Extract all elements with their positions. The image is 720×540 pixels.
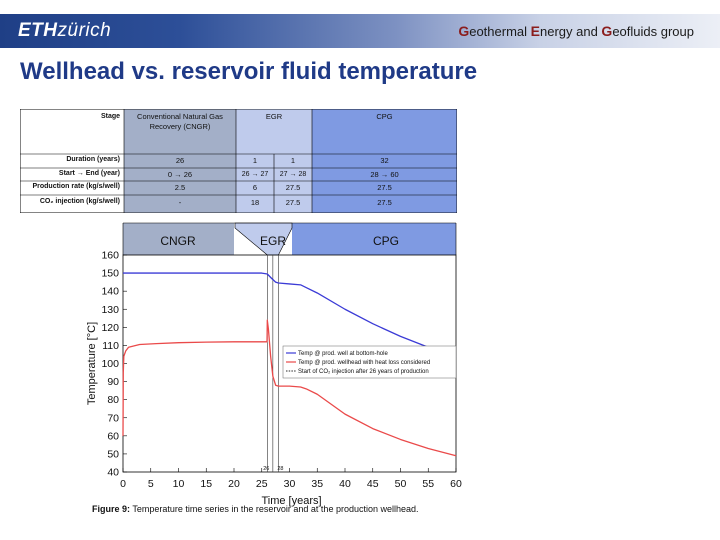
header-bar: ETHzürich Geothermal Energy and Geofluid… (0, 14, 720, 48)
x-tick-label: 30 (284, 478, 296, 490)
x-tick-label: 0 (120, 478, 126, 490)
cell-co2-cngr: - (178, 198, 182, 207)
y-tick-label: 70 (107, 412, 119, 424)
y-tick-label: 40 (107, 467, 119, 479)
cell-production-cngr: 2.5 (174, 183, 186, 192)
y-tick-label: 100 (101, 358, 119, 370)
banner-egr-label: EGR (260, 234, 286, 248)
y-tick-label: 110 (102, 340, 119, 352)
row-label-co2: CO₂ injection (kg/s/well) (39, 198, 120, 205)
chart-series (122, 272, 457, 457)
table-col-cpg (312, 109, 457, 213)
y-axis-label: Temperature [°C] (86, 322, 98, 405)
chart-legend: Temp @ prod. well at bottom-hole Temp @ p… (282, 345, 457, 379)
eth-zurich-logo: ETHzürich (18, 20, 112, 41)
x-tick-label: 60 (450, 478, 462, 490)
x-tick-label: 50 (395, 478, 407, 490)
legend-label-2: Start of CO₂ injection after 26 years of… (298, 369, 429, 375)
cell-duration-egr2: 1 (290, 156, 296, 165)
legend-label-0: Temp @ prod. well at bottom-hole (298, 351, 388, 357)
banner-cpg-label: CPG (373, 234, 399, 248)
vline-label-28: 28 (277, 466, 283, 472)
x-tick-label: 35 (311, 478, 323, 490)
cell-duration-egr1: 1 (252, 156, 258, 165)
cell-co2-egr2: 27.5 (285, 198, 301, 207)
cell-start-cpg: 28 → 60 (370, 170, 399, 179)
stage-cpg: CPG (376, 112, 393, 121)
banner-cngr-bg (123, 223, 234, 255)
slide-title: Wellhead vs. reservoir fluid temperature (20, 58, 478, 85)
y-tick-label: 50 (107, 448, 119, 460)
row-label-start-end: Start → End (year) (58, 170, 120, 177)
x-tick-label: 25 (256, 478, 268, 490)
x-tick-label: 10 (173, 478, 185, 490)
x-tick-label: 15 (200, 478, 212, 490)
x-tick-label: 5 (148, 478, 154, 490)
series-line-1 (122, 319, 457, 457)
cell-duration-cpg: 32 (380, 156, 389, 165)
stage-label: Stage (100, 113, 120, 120)
x-tick-label: 40 (339, 478, 351, 490)
stage-banners: CNGR EGR CPG (122, 222, 457, 256)
x-tick-label: 55 (422, 478, 434, 490)
y-tick-label: 120 (101, 322, 119, 334)
cell-co2-cpg: 27.5 (377, 198, 392, 207)
stage-table-grid (20, 109, 457, 213)
cell-start-egr2: 27 → 28 (279, 171, 307, 178)
banner-cngr-label: CNGR (160, 234, 196, 248)
row-label-production: Production rate (kg/s/well) (32, 183, 120, 190)
stage-cngr: Conventional Natural Gas Recovery (CNGR) (137, 112, 223, 131)
x-tick-label: 20 (228, 478, 240, 490)
x-axis-label: Time [years] (261, 495, 321, 507)
cell-production-egr1: 6 (252, 183, 258, 192)
y-tick-label: 160 (101, 250, 119, 262)
figure-caption: Figure 9: Temperature time series in the… (92, 504, 419, 514)
temperature-chart: CNGR EGR CPG 0 5 10 15 20 25 30 35 40 45 50 55 60 40 50 6… (86, 222, 462, 508)
cell-production-cpg: 27.5 (377, 183, 392, 192)
row-label-duration: Duration (years) (66, 156, 120, 163)
x-tick-label: 45 (367, 478, 379, 490)
legend-box (282, 345, 457, 379)
legend-label-1: Temp @ prod. wellhead with heat loss con… (298, 360, 430, 366)
chart-axes: 0 5 10 15 20 25 30 35 40 45 50 55 60 40 50 60 70 80 90 100 1… (86, 250, 462, 508)
table-col-cngr (124, 109, 236, 213)
y-tick-label: 130 (101, 304, 119, 316)
group-name: Geothermal Energy and Geofluids group (458, 23, 694, 39)
y-tick-label: 140 (101, 286, 119, 298)
y-tick-label: 60 (107, 430, 119, 442)
y-tick-label: 150 (101, 268, 119, 280)
stage-table: Stage Conventional Natural Gas Recovery … (20, 109, 457, 213)
stage-egr: EGR (265, 112, 283, 121)
y-tick-label: 90 (107, 376, 119, 388)
cell-co2-egr1: 18 (250, 198, 260, 207)
header-gradient (0, 14, 720, 48)
vline-label-26: 26 (263, 466, 269, 472)
series-line-0 (123, 272, 457, 358)
cell-start-cngr: 0 → 26 (167, 170, 193, 179)
y-tick-label: 80 (107, 394, 119, 406)
banner-cpg-bg (292, 223, 456, 255)
cell-duration-cngr: 26 (175, 156, 185, 165)
cell-start-egr1: 26 → 27 (241, 171, 269, 178)
cell-production-egr2: 27.5 (285, 183, 301, 192)
